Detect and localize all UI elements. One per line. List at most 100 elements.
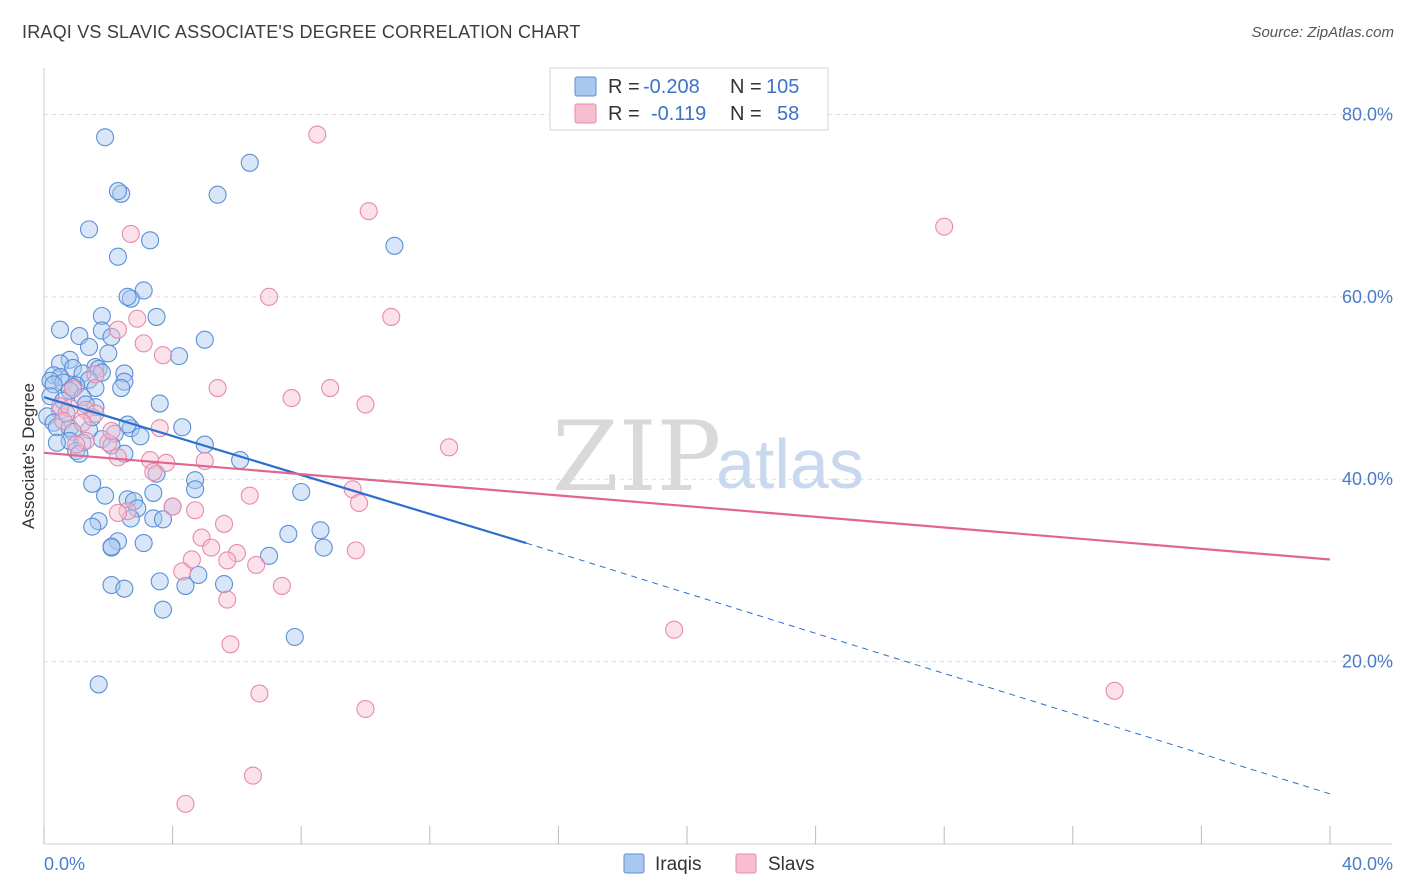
point-iraqi xyxy=(131,427,150,446)
point-iraqi xyxy=(108,182,127,201)
point-slav xyxy=(73,413,92,432)
trend-line-iraqis-extrapolated xyxy=(526,542,1331,795)
point-iraqi xyxy=(147,307,166,326)
bottom-legend-iraqis: Iraqis xyxy=(655,854,701,875)
bottom-legend-slavs: Slavs xyxy=(768,854,814,875)
point-slav xyxy=(153,346,173,365)
point-slav xyxy=(208,378,227,398)
point-iraqi xyxy=(115,579,134,598)
x-tick-label: 40.0% xyxy=(1342,854,1393,874)
legend-swatch-iraqis xyxy=(574,76,597,97)
point-slav xyxy=(218,590,237,609)
bottom-legend-swatch-slavs xyxy=(735,853,757,874)
point-iraqi xyxy=(169,347,189,366)
point-iraqi xyxy=(311,521,330,540)
point-slav xyxy=(356,699,375,719)
y-tick-label: 20.0% xyxy=(1342,652,1393,672)
legend-box: R = -0.208 N = 105 R = -0.119 N = 58 xyxy=(549,67,829,131)
point-iraqi xyxy=(141,231,160,250)
point-slav xyxy=(382,307,401,326)
point-iraqi xyxy=(51,320,70,339)
point-iraqi xyxy=(79,220,99,239)
point-slav xyxy=(272,576,291,595)
point-slav xyxy=(259,287,279,306)
point-iraqi xyxy=(259,546,279,565)
point-slav xyxy=(186,501,205,520)
point-slav xyxy=(227,544,246,563)
point-iraqi xyxy=(73,364,92,383)
point-slav xyxy=(221,635,240,654)
point-iraqi xyxy=(144,509,163,528)
point-iraqi xyxy=(86,378,105,398)
point-slav xyxy=(247,555,266,575)
point-slav xyxy=(1105,681,1124,700)
legend-n-value-slavs: 58 xyxy=(777,103,799,125)
point-slav xyxy=(128,309,147,328)
point-iraqi xyxy=(385,236,404,255)
point-iraqi xyxy=(63,358,82,378)
point-iraqi xyxy=(134,281,153,300)
trend-line-slavs xyxy=(43,451,1331,561)
point-iraqi xyxy=(47,433,66,452)
point-slav xyxy=(935,217,954,236)
point-slav xyxy=(86,365,105,384)
legend-r-value-slavs: -0.119 xyxy=(651,103,706,125)
legend-r-label-iraqis: R = xyxy=(608,76,640,98)
x-tick-labels: 0.0% 40.0% xyxy=(44,854,1393,874)
legend-n-label-iraqis: N = xyxy=(730,76,762,98)
point-slav xyxy=(665,620,684,639)
point-slav xyxy=(218,551,237,570)
point-iraqi xyxy=(89,675,108,694)
point-iraqi xyxy=(186,471,205,490)
point-iraqi xyxy=(96,128,115,147)
point-iraqi xyxy=(134,534,153,553)
y-tick-labels: 20.0% 40.0% 60.0% 80.0% xyxy=(1342,104,1393,671)
point-iraqi xyxy=(108,247,127,266)
point-slav xyxy=(308,125,327,144)
bottom-legend-swatch-iraqis xyxy=(623,853,645,874)
point-iraqi xyxy=(153,600,173,619)
axes xyxy=(43,68,1392,845)
point-iraqi xyxy=(99,344,118,363)
point-iraqi xyxy=(92,306,111,326)
point-iraqi xyxy=(173,418,192,437)
point-iraqi xyxy=(292,482,311,502)
point-iraqi xyxy=(96,486,115,505)
point-slav xyxy=(359,202,378,221)
point-iraqi xyxy=(150,572,169,591)
bottom-legend: Iraqis Slavs xyxy=(623,853,814,875)
point-iraqi xyxy=(279,524,298,544)
point-slav xyxy=(440,438,459,457)
point-slav xyxy=(67,435,86,454)
point-iraqi xyxy=(102,436,121,455)
source-label: Source: ZipAtlas.com xyxy=(1251,24,1394,41)
point-iraqi xyxy=(112,184,131,203)
point-slav xyxy=(350,493,369,512)
y-axis-label: Associate's Degree xyxy=(19,383,38,529)
trend-lines xyxy=(43,396,1331,795)
point-iraqi xyxy=(44,366,63,385)
point-slav xyxy=(76,431,95,450)
point-slav xyxy=(108,503,127,523)
point-iraqi xyxy=(102,537,121,556)
point-slav xyxy=(356,395,375,414)
point-slav xyxy=(282,389,301,408)
point-slav xyxy=(63,379,82,399)
point-slav xyxy=(54,411,73,430)
legend-r-value-iraqis: -0.208 xyxy=(643,76,700,98)
point-slav xyxy=(346,541,365,560)
watermark-atlas: atlas xyxy=(716,425,864,503)
point-slav xyxy=(99,433,118,452)
point-slav xyxy=(144,462,163,481)
point-slav xyxy=(214,514,234,533)
point-iraqi xyxy=(121,289,140,308)
legend-swatch-slavs xyxy=(574,103,597,124)
point-iraqi xyxy=(83,474,102,493)
legend-r-label-slavs: R = xyxy=(608,103,640,125)
point-slav xyxy=(121,224,140,243)
point-slav xyxy=(163,497,182,516)
point-slav xyxy=(173,562,192,581)
point-iraqi xyxy=(285,627,304,647)
point-iraqi xyxy=(195,435,214,454)
